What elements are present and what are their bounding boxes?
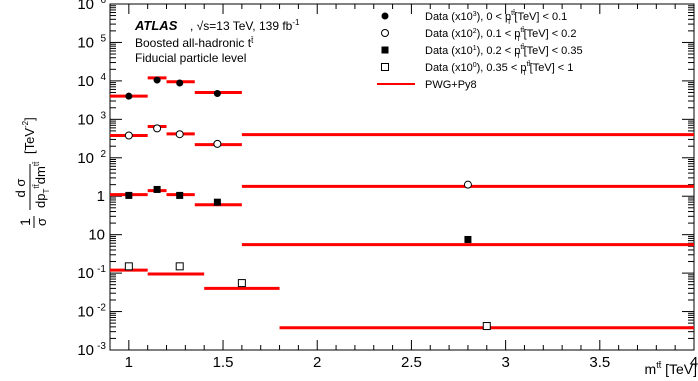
data-point — [124, 262, 133, 271]
svg-text:σ: σ — [34, 218, 49, 226]
x-tick-label: 3.5 — [589, 354, 610, 371]
data-point — [153, 76, 161, 84]
x-tick-label: 3 — [501, 354, 509, 371]
legend-marker — [381, 46, 389, 54]
y-tick-label: 1 — [97, 188, 105, 205]
x-tick-label: 1 — [125, 354, 133, 371]
data-point — [124, 131, 133, 140]
plot-frame — [109, 3, 695, 351]
y-tick-label: 10 — [88, 227, 105, 244]
data-point — [176, 191, 184, 199]
legend-entry: Data (x100), 0.35 < ptt̄ T [TeV] < 1 — [425, 60, 573, 77]
data-point — [125, 191, 133, 199]
data-point — [153, 185, 161, 193]
x-tick-label: 2 — [313, 354, 321, 371]
legend-entry: Data (x102), 0.1 < ptt̄ T [TeV] < 0.2 — [425, 26, 576, 43]
data-point — [482, 322, 491, 331]
y-axis-label: 1 σ d σ dpTtt̄dmtt̄ [TeV-2] — [13, 117, 51, 228]
y-tick-exponent: 2 — [100, 149, 106, 160]
y-tick-label: 10 — [77, 111, 94, 128]
svg-text:d σ: d σ — [13, 179, 28, 198]
data-point — [175, 262, 184, 271]
x-tick-label: 2.5 — [401, 354, 422, 371]
energy-label: , √s=13 TeV, 139 fb-1 — [190, 18, 300, 33]
x-tick-label: 4 — [690, 354, 698, 371]
y-tick-label: 10 — [77, 34, 94, 51]
annotation-line1: Boosted all-hadronic tt̄ — [135, 36, 254, 50]
y-tick-exponent: 4 — [100, 72, 106, 83]
x-axis-label: mtt̄ [TeV] — [645, 360, 697, 377]
y-tick-exponent: 3 — [100, 110, 106, 121]
y-tick-label: 10 — [77, 73, 94, 90]
legend-marker — [381, 63, 389, 71]
legend-entry: Data (x103), 0 < ptt̄ T [TeV] < 0.1 — [425, 9, 567, 26]
legend-marker — [381, 29, 389, 37]
plot-border — [109, 3, 695, 351]
y-tick-exponent: 5 — [100, 33, 106, 44]
experiment-label: ATLAS — [134, 18, 178, 33]
data-point — [213, 198, 221, 206]
data-point — [176, 79, 184, 87]
data-point — [463, 180, 472, 189]
svg-text:dpTtt̄dmtt̄: dpTtt̄dmtt̄ — [32, 161, 51, 208]
energy-text: √s=13 TeV, 139 fb — [197, 19, 293, 33]
y-tick-exponent: -1 — [97, 264, 106, 275]
data-point — [237, 279, 246, 288]
data-point — [213, 89, 221, 97]
legend-marker — [381, 12, 389, 20]
annotation-line2: Fiducial particle level — [135, 51, 246, 65]
y-tick-label: 10 — [77, 342, 94, 359]
legend-entry: Data (x101), 0.2 < ptt̄ T [TeV] < 0.35 — [425, 43, 583, 60]
data-point — [175, 130, 184, 139]
y-tick-label: 10 — [77, 150, 94, 167]
y-tick-label: 10 — [77, 265, 94, 282]
svg-text:[TeV-2]: [TeV-2] — [21, 117, 37, 154]
y-tick-exponent: -3 — [97, 341, 106, 352]
y-tick-label: 10 — [77, 304, 94, 321]
lumi-exponent: -1 — [292, 18, 300, 27]
y-tick-exponent: 6 — [100, 0, 106, 6]
x-tick-label: 1.5 — [213, 354, 234, 371]
data-point — [464, 235, 472, 243]
data-point — [125, 92, 133, 100]
legend-prediction-label: PWG+Py8 — [425, 79, 477, 91]
y-tick-exponent: -2 — [97, 303, 106, 314]
prediction-lines — [110, 76, 694, 330]
data-point — [213, 139, 222, 148]
data-markers — [124, 76, 491, 331]
data-point — [153, 124, 162, 133]
svg-text:1: 1 — [17, 218, 33, 226]
y-tick-label: 10 — [77, 0, 94, 13]
